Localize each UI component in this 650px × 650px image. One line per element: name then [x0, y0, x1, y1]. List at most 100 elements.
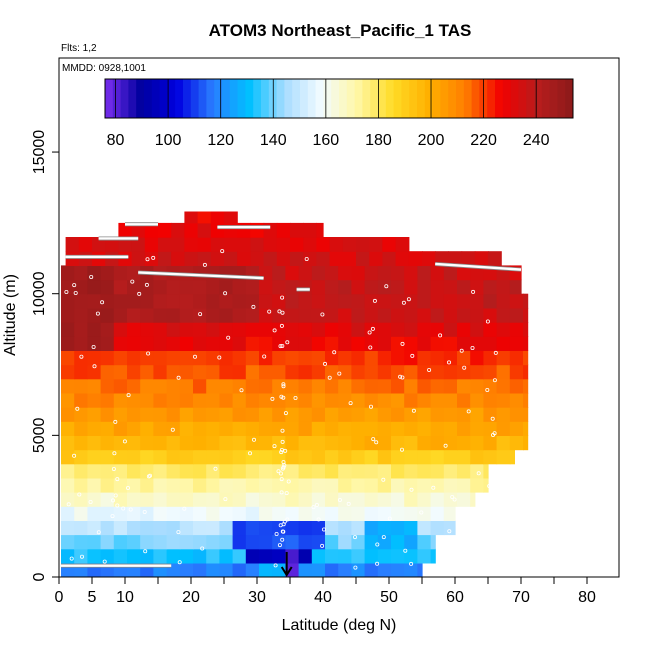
heat-cell [140, 407, 154, 422]
heat-cell [364, 279, 379, 295]
sample-point [281, 382, 286, 387]
heat-cell [237, 237, 251, 252]
heat-cell [404, 392, 418, 408]
heat-cell [276, 222, 291, 238]
heat-cell [285, 307, 300, 323]
sample-point [130, 279, 135, 284]
heat-cell [153, 364, 168, 380]
heat-cell [377, 435, 392, 451]
colorbar-swatch [440, 79, 449, 118]
heat-cell [219, 364, 234, 380]
heat-cell [74, 548, 88, 564]
sample-point [96, 530, 101, 535]
heat-cell [470, 307, 484, 323]
heat-cell [470, 421, 484, 436]
heat-cell [461, 251, 476, 266]
heat-cell [232, 407, 247, 422]
heat-cell [523, 336, 529, 351]
heat-cell [113, 364, 128, 380]
heat-cell [523, 307, 529, 323]
colorbar-swatch [378, 79, 387, 118]
heat-cell [351, 520, 366, 536]
heat-cell [245, 449, 260, 465]
heat-cell [443, 364, 458, 380]
heat-cell [140, 378, 154, 394]
heat-cell [417, 350, 432, 366]
sample-point [146, 351, 151, 356]
heat-cell [206, 293, 220, 309]
heat-cell [391, 322, 405, 337]
heat-cell [245, 492, 260, 507]
sample-point [100, 300, 105, 305]
heat-cell [325, 378, 339, 394]
colorbar-swatch [346, 79, 356, 118]
heat-cell [153, 378, 168, 394]
heat-cell [219, 449, 234, 465]
x-tick-label: 80 [578, 589, 596, 606]
sample-point [353, 565, 358, 570]
heat-cell [338, 477, 352, 493]
heat-cell [259, 293, 273, 309]
heat-cell [153, 336, 168, 351]
colorbar-swatch [144, 79, 153, 118]
heat-cell [303, 251, 317, 266]
heat-cell [113, 407, 128, 422]
heat-cell [206, 336, 220, 351]
heat-cell [74, 364, 88, 380]
sample-point [223, 291, 228, 296]
heat-cell [470, 265, 484, 281]
heat-cell [311, 562, 326, 577]
heat-cell [377, 293, 392, 309]
sample-point [485, 494, 490, 499]
heat-cell [391, 407, 405, 422]
heat-cell [74, 520, 88, 536]
heat-cell [457, 364, 471, 380]
heat-cell [166, 435, 181, 451]
colorbar-swatch [463, 79, 473, 118]
heat-cell [470, 492, 476, 507]
heat-cell [127, 378, 141, 394]
heat-cell [113, 449, 128, 465]
colorbar-swatch [315, 79, 324, 118]
heat-cell [144, 222, 159, 238]
heat-cell [245, 279, 260, 295]
x-axis: 0 5 10 20 30 40 50 60 70 80 [55, 577, 596, 606]
heat-cell [470, 378, 484, 394]
heat-cell [377, 378, 392, 394]
heat-cell [523, 421, 529, 436]
heat-cell [113, 293, 128, 309]
heat-cell [377, 534, 392, 550]
heat-cell [457, 492, 471, 507]
sample-point [314, 502, 319, 507]
heat-cell [338, 492, 352, 507]
heat-cell [100, 449, 115, 465]
heat-cell [100, 421, 115, 436]
heat-cell [87, 378, 102, 394]
heat-cell [325, 562, 339, 577]
sample-point [142, 509, 147, 514]
flight-track [138, 271, 264, 280]
heat-cell [443, 293, 458, 309]
heat-cell [127, 364, 141, 380]
heat-cell [298, 322, 313, 337]
heat-cell [325, 407, 339, 422]
heat-cell [219, 350, 234, 366]
heat-cell [325, 506, 339, 521]
heat-cell [311, 322, 326, 337]
heat-cell [391, 548, 405, 564]
heat-cell [483, 477, 489, 493]
sample-point [280, 537, 285, 542]
sample-point [286, 479, 291, 484]
heat-cell [166, 336, 181, 351]
heat-cell [509, 336, 524, 351]
heat-cell [364, 506, 379, 521]
colorbar-swatch [120, 79, 129, 118]
heat-cell [263, 251, 278, 266]
heat-cell [364, 477, 379, 493]
heat-cell [391, 350, 405, 366]
heat-cell [404, 548, 418, 564]
heat-cell [61, 449, 75, 465]
sample-point [410, 353, 415, 358]
sample-point [398, 374, 403, 379]
sample-point [281, 384, 286, 389]
